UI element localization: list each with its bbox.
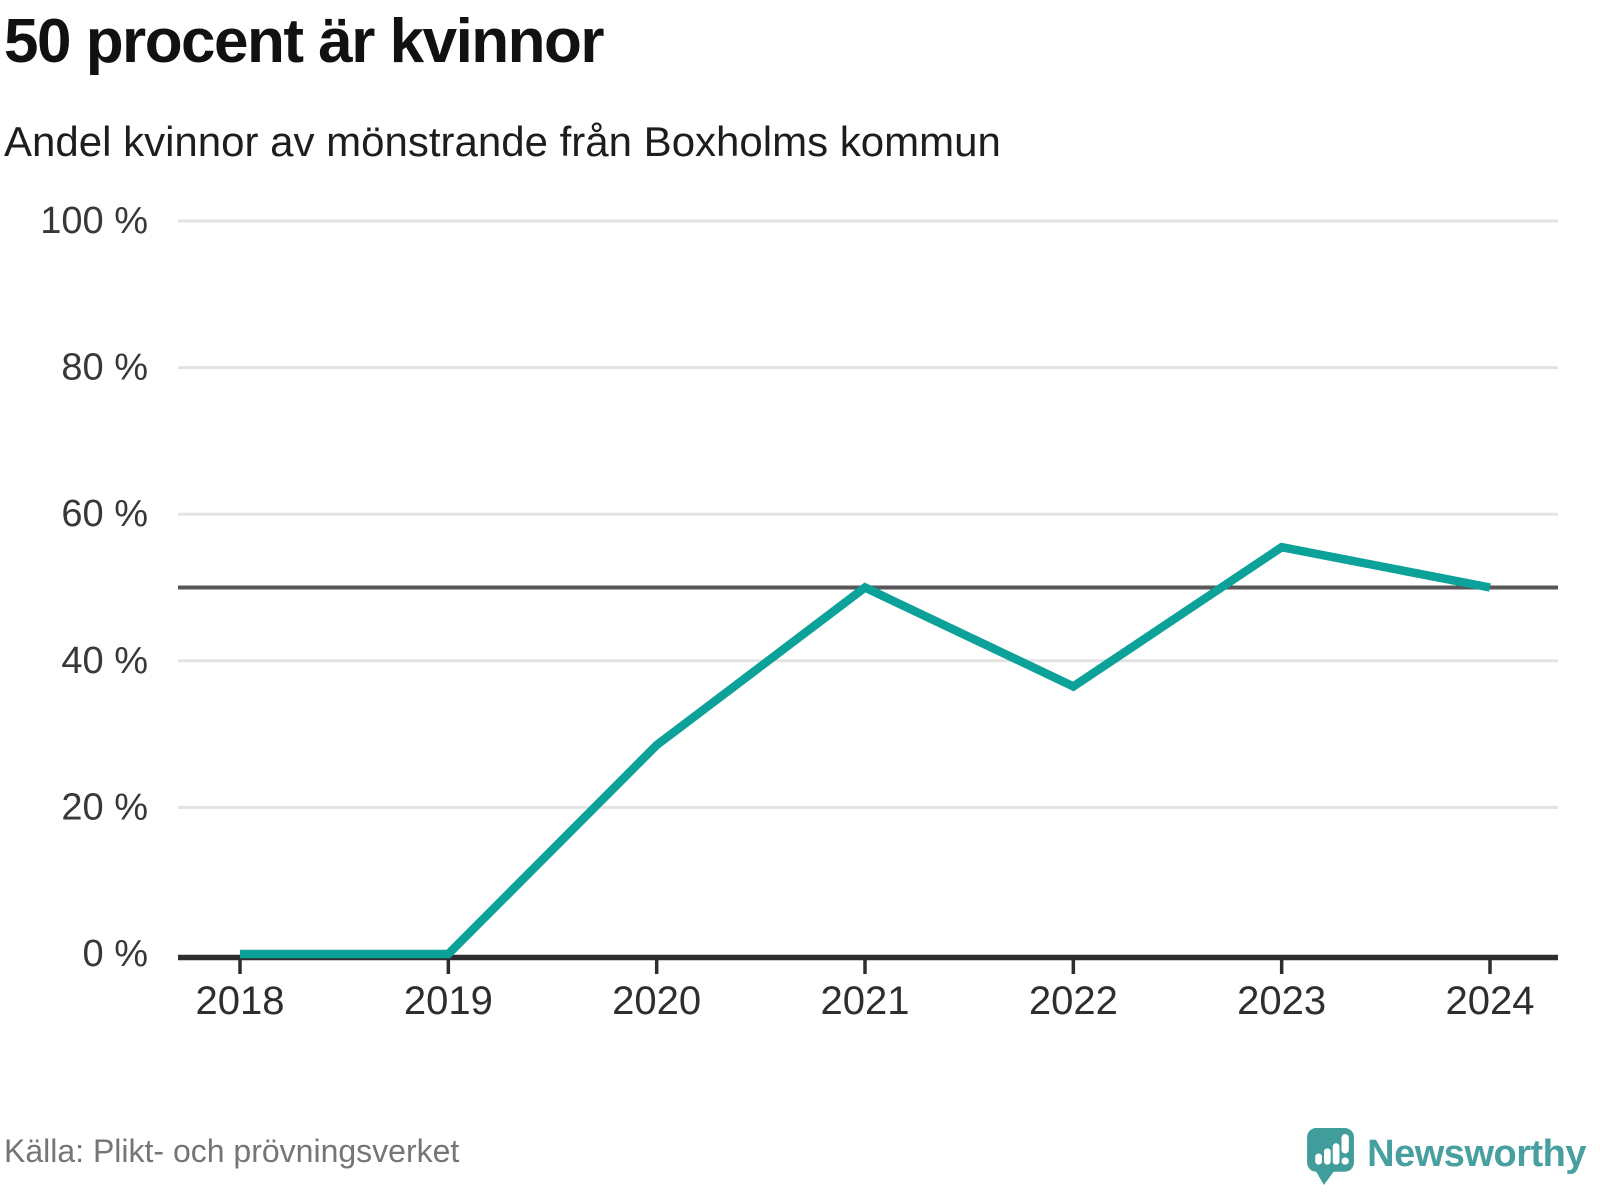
chart-subtitle: Andel kvinnor av mönstrande från Boxholm… (4, 118, 1001, 165)
x-tick-label: 2018 (196, 979, 285, 1023)
data-line-andel-kvinnor-av-m-nstrande (240, 542, 1491, 959)
brand-name: Newsworthy (1367, 1133, 1586, 1175)
y-tick-label: 20 % (61, 786, 148, 828)
y-tick-label: 60 % (61, 493, 148, 535)
x-tick-label: 2019 (404, 979, 493, 1023)
source-note: Källa: Plikt- och prövningsverket (4, 1133, 460, 1169)
x-tick-label: 2020 (612, 979, 701, 1023)
x-tick-label: 2021 (821, 979, 910, 1023)
chart-title: 50 procent är kvinnor (4, 7, 605, 76)
newsworthy-logo: Newsworthy (1307, 1128, 1586, 1186)
y-tick-label: 40 % (61, 640, 148, 682)
y-tick-label: 100 % (40, 200, 148, 242)
x-tick-label: 2022 (1029, 979, 1118, 1023)
x-tick-label: 2023 (1237, 979, 1326, 1023)
x-tick-label: 2024 (1446, 979, 1535, 1023)
y-tick-label: 0 % (83, 933, 148, 975)
y-tick-label: 80 % (61, 347, 148, 389)
bar-chart-bubble-icon (1307, 1128, 1355, 1185)
